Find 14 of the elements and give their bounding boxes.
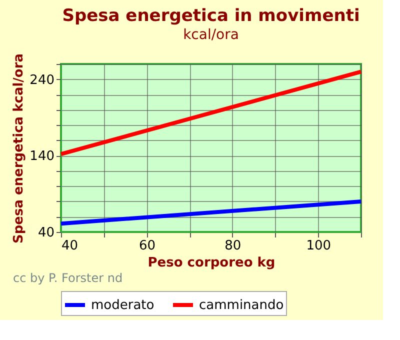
x-tick-label: 80 [224, 238, 242, 254]
legend-label: moderato [91, 298, 154, 313]
legend-label: camminando [199, 298, 284, 313]
text: cc by P. Forster nd [13, 271, 123, 285]
y-axis-title: Spesa energetica kcal/ora [12, 53, 27, 244]
chart-title: Spesa energetica in movimenti [62, 6, 360, 26]
y-tick-label: 40 [38, 226, 54, 240]
x-tick-label: 100 [306, 238, 332, 254]
x-tick-label: 60 [138, 238, 156, 254]
y-tick-label: 140 [30, 149, 54, 164]
x-axis-title: Peso corporeo kg [148, 256, 276, 270]
y-tick-label: 240 [30, 72, 54, 88]
chart-subtitle: kcal/ora [183, 26, 239, 43]
x-tick-label: 40 [62, 238, 78, 254]
